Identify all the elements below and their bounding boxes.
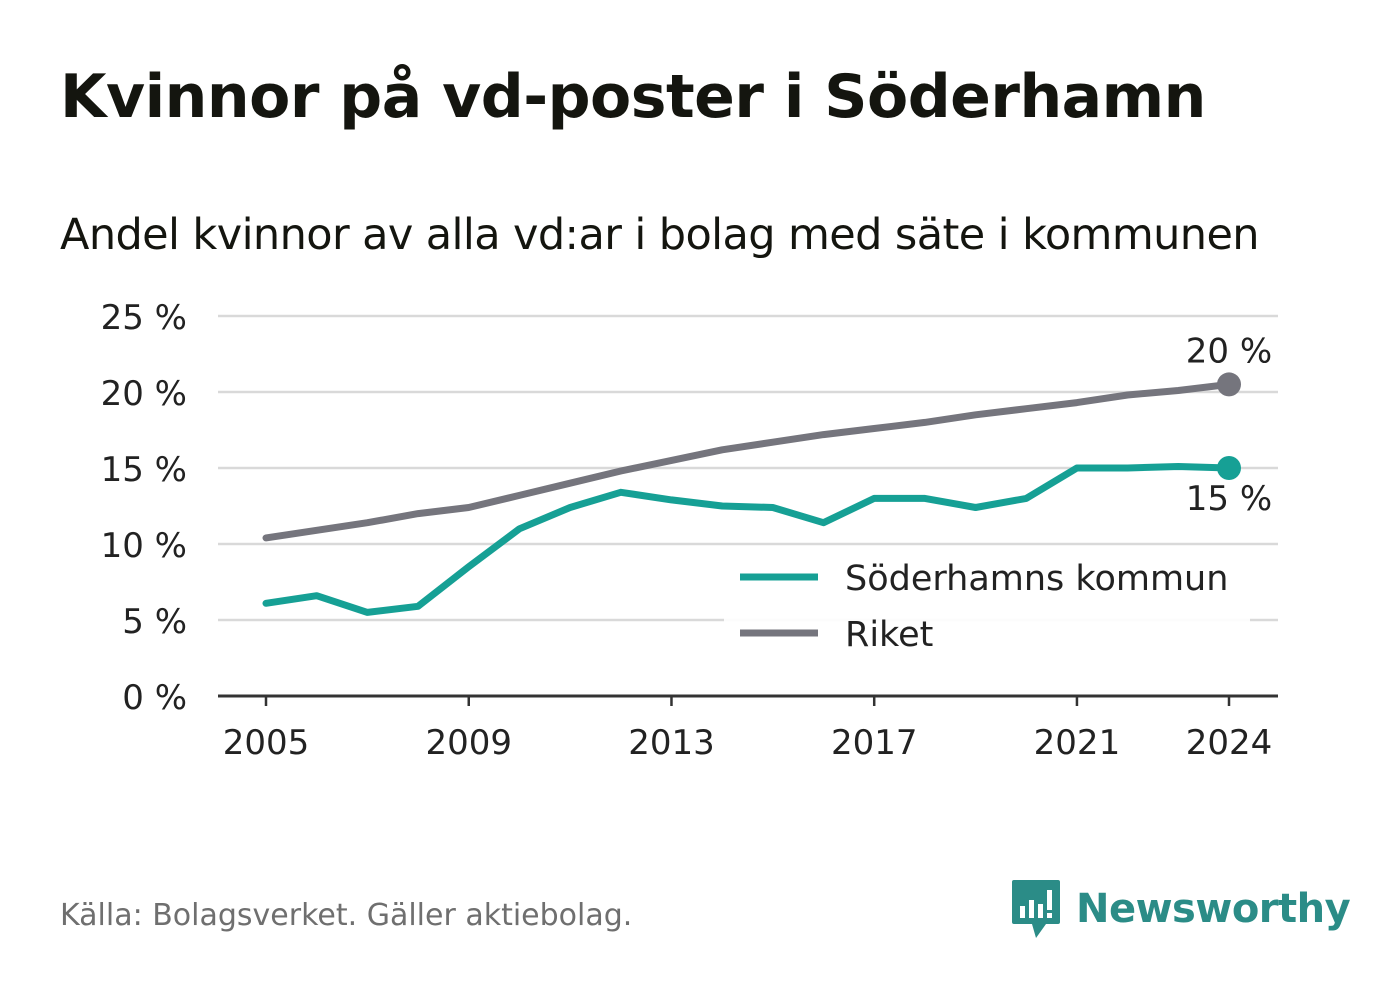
newsworthy-logo[interactable]: Newsworthy	[1010, 878, 1351, 940]
end-point-riket	[1217, 372, 1241, 397]
chart-subtitle: Andel kvinnor av alla vd:ar i bolag med …	[60, 210, 1260, 260]
chart-title: Kvinnor på vd-poster i Söderhamn	[60, 62, 1206, 132]
x-tick-label: 2013	[628, 723, 715, 763]
x-tick-label: 2024	[1186, 723, 1273, 763]
end-point-soderhamn	[1217, 456, 1241, 480]
series-line-soderhamn	[262, 463, 1233, 616]
x-tick-label: 2009	[425, 723, 512, 763]
x-tick-label: 2021	[1034, 723, 1121, 763]
y-tick-label: 0 %	[122, 678, 187, 718]
newsworthy-logo-text: Newsworthy	[1076, 886, 1351, 932]
x-tick-label: 2017	[831, 723, 918, 763]
end-label-riket: 20 %	[1186, 331, 1272, 371]
x-tick-label: 2005	[223, 723, 310, 763]
y-tick-label: 5 %	[122, 602, 187, 642]
legend-label-riket: Riket	[845, 615, 933, 655]
legend: Söderhamns kommun Riket	[724, 546, 1250, 658]
y-tick-label: 25 %	[101, 298, 187, 338]
newsworthy-logo-icon	[1012, 880, 1060, 938]
series-lines	[262, 380, 1233, 616]
y-tick-label: 15 %	[101, 450, 187, 490]
legend-label-soderhamn: Söderhamns kommun	[845, 559, 1228, 599]
y-tick-label: 20 %	[101, 374, 187, 414]
end-points	[1217, 372, 1241, 480]
x-axis-ticks: 2005 2009 2013 2017 2021 2024	[223, 696, 1273, 763]
y-tick-label: 10 %	[101, 526, 187, 566]
legend-background	[724, 546, 1250, 658]
end-label-soderhamn: 15 %	[1186, 479, 1272, 519]
series-line-riket	[262, 380, 1233, 542]
source-note: Källa: Bolagsverket. Gäller aktiebolag.	[60, 898, 633, 933]
y-axis-ticks: 0 % 5 % 10 % 15 % 20 % 25 %	[101, 298, 187, 718]
